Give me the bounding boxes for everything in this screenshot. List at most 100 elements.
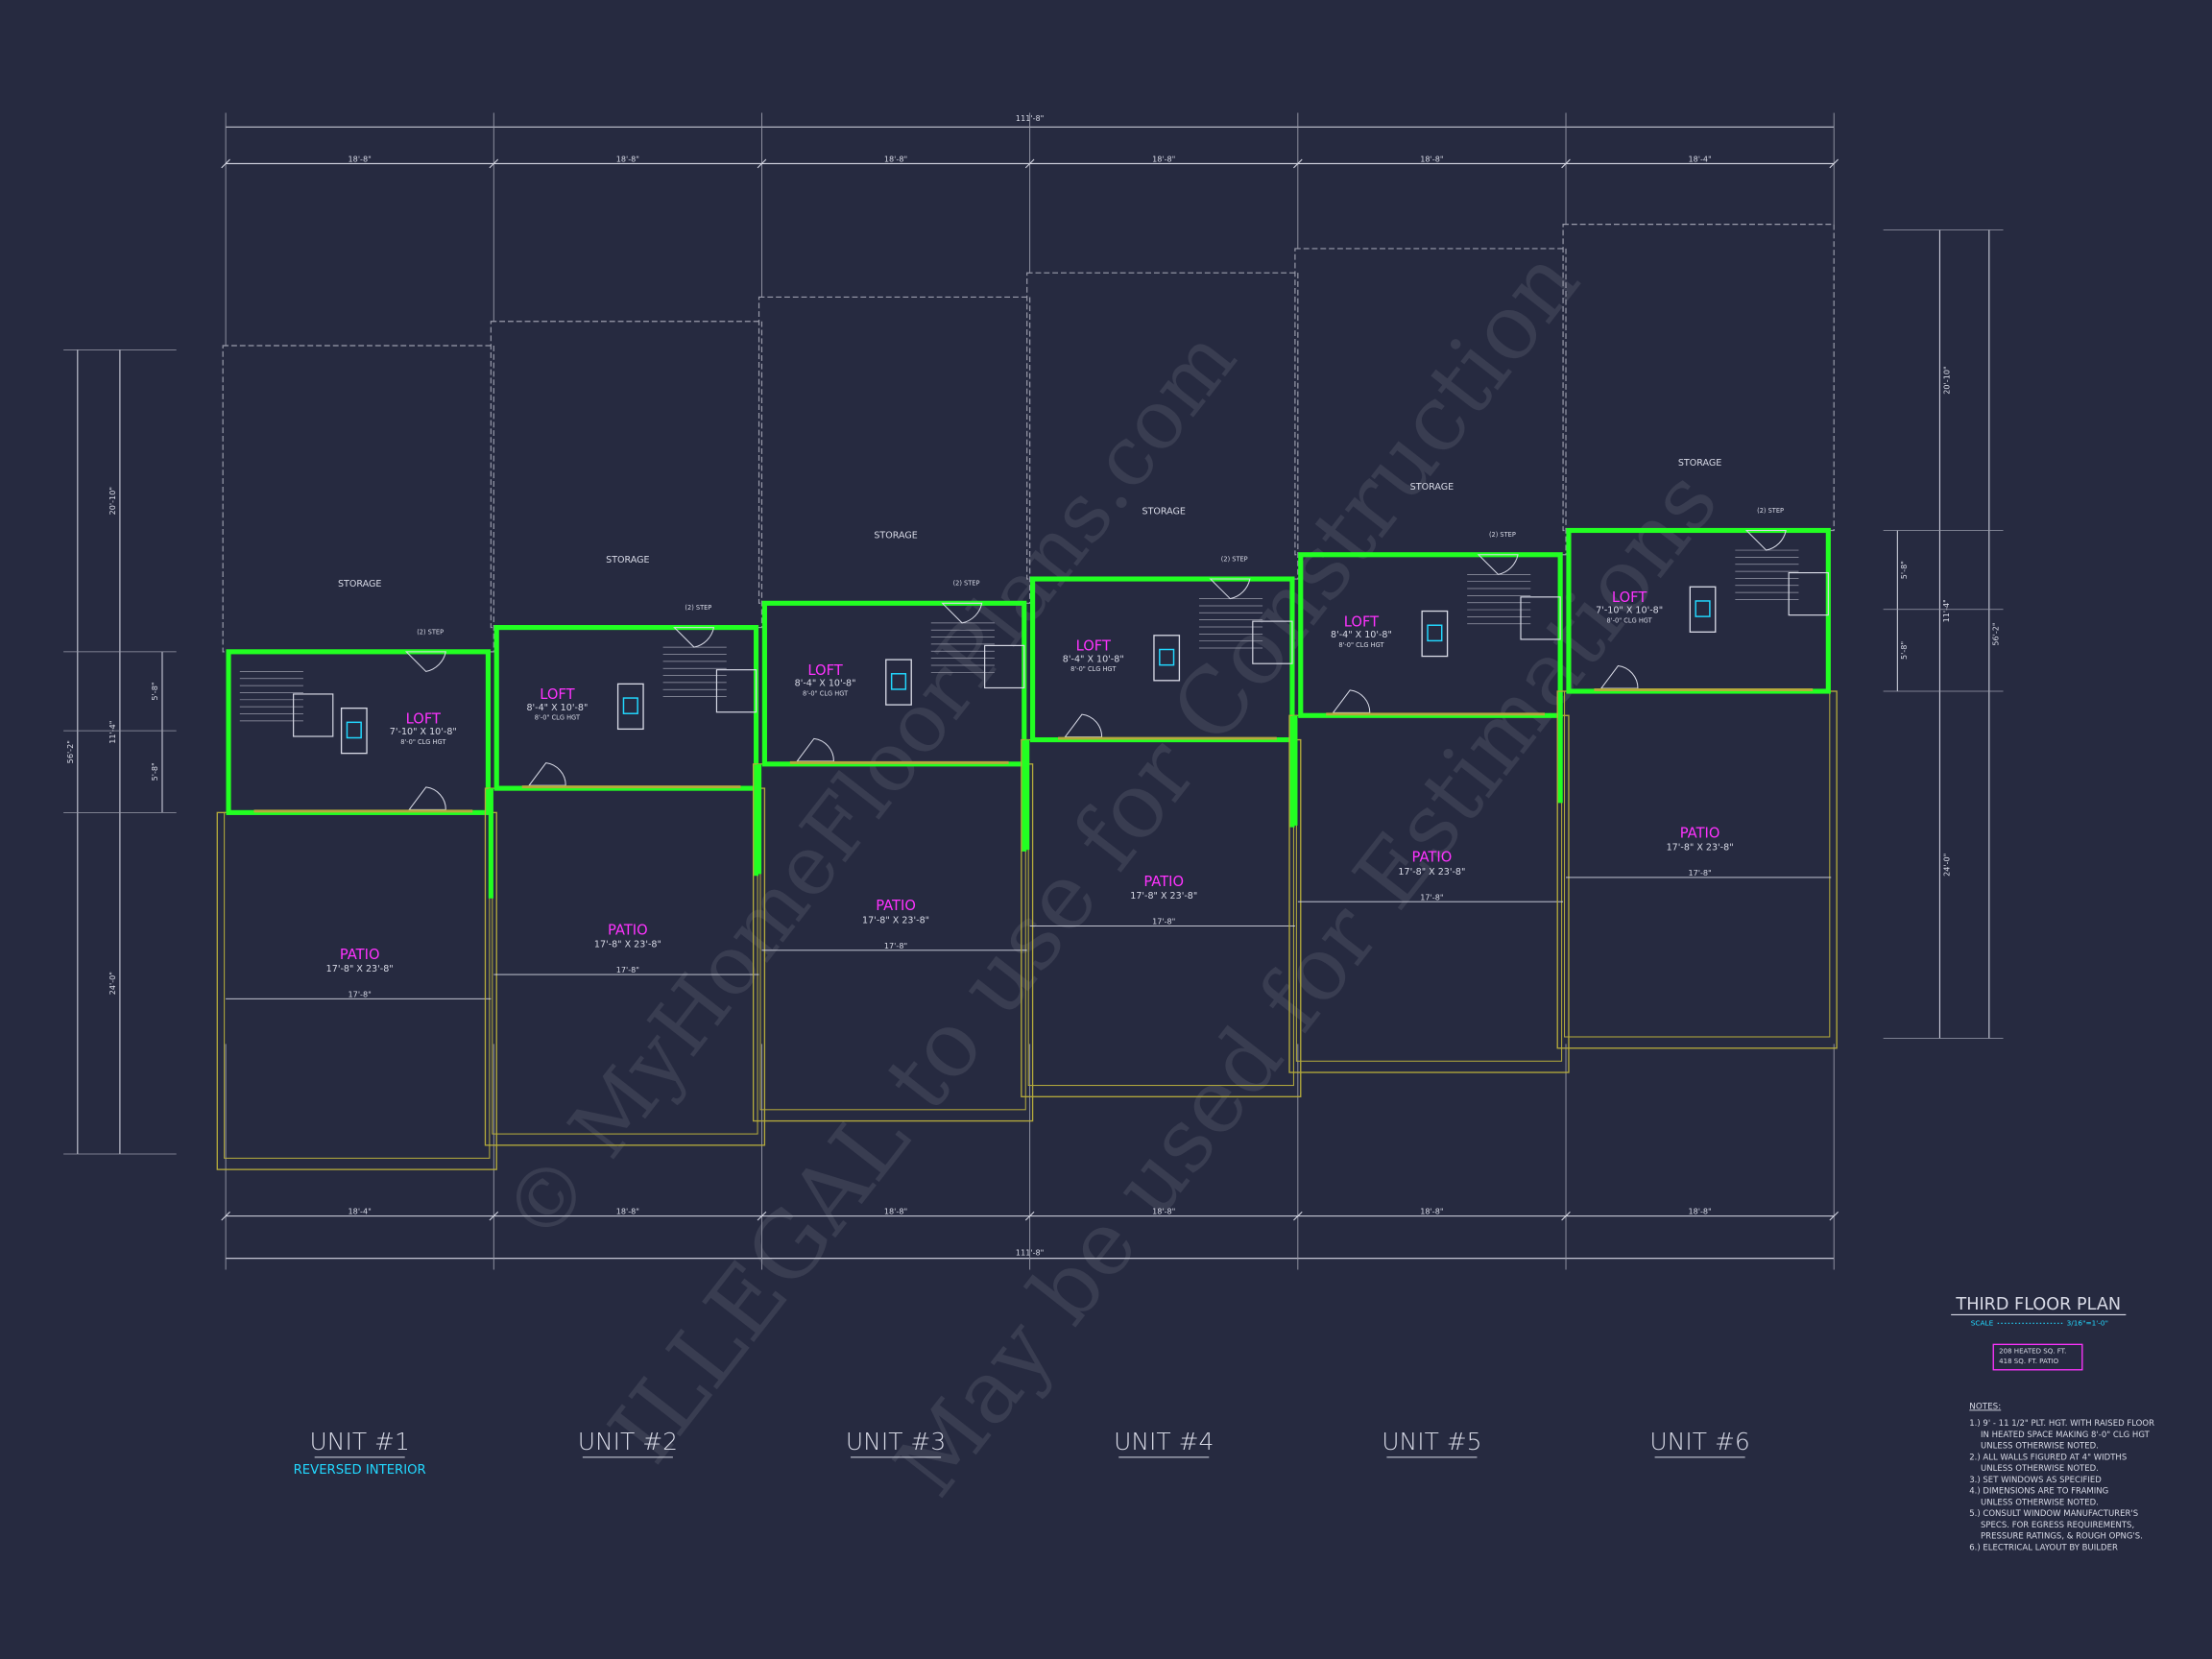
area-box	[1992, 1343, 2083, 1371]
dim-label: 5'-8"	[150, 682, 159, 700]
ceiling-height: 8'-0" CLG HGT	[1338, 641, 1384, 649]
elevator	[1421, 610, 1449, 658]
note-line: 1.) 9' - 11 1/2" PLT. HGT. WITH RAISED F…	[1969, 1419, 2154, 1429]
note-line: UNLESS OTHERWISE NOTED.	[1981, 1498, 2099, 1507]
loft-label: LOFT	[807, 662, 843, 679]
unit-label: UNIT #3	[846, 1428, 946, 1455]
dim-label: 18'-4"	[1688, 155, 1711, 164]
dim-label: 18'-8"	[349, 155, 372, 164]
dim-label: 56'-2"	[1991, 622, 2001, 645]
loft-label: LOFT	[1076, 638, 1112, 655]
door-swing	[1209, 578, 1251, 600]
loft-label: LOFT	[1344, 613, 1380, 630]
dimensions: 111'-8"18'-8" 18'-8" 18'-8" 18'-8" 18'-8" 18'…	[63, 112, 2004, 1270]
patio-label: PATIO	[876, 898, 916, 914]
loft-label: LOFT	[1612, 589, 1647, 606]
stair-landing	[1520, 596, 1561, 640]
area-line: 208 HEATED SQ. FT.	[1999, 1347, 2066, 1356]
loft-size: 7'-10" X 10'-8"	[390, 727, 457, 737]
dim-label: 24'-0"	[108, 972, 117, 995]
note-line: 2.) ALL WALLS FIGURED AT 4" WIDTHS	[1969, 1453, 2127, 1462]
stair-landing	[715, 669, 757, 713]
dim-line	[1024, 1211, 1035, 1221]
stair-landing	[984, 644, 1025, 689]
dim-label: 11'-4"	[108, 720, 117, 743]
dim-label: 18'-8"	[884, 1207, 907, 1216]
note-line: IN HEATED SPACE MAKING 8'-0" CLG HGT	[1981, 1431, 2151, 1440]
dim-line	[1561, 158, 1571, 169]
step-label: (2) STEP	[1757, 507, 1784, 515]
dim-label: 24'-0"	[1941, 854, 1951, 877]
unit-label: UNIT #5	[1382, 1428, 1481, 1455]
patio-size: 17'-8" X 23'-8"	[594, 940, 661, 950]
unit-label: UNIT #1	[310, 1428, 410, 1455]
door-swing	[1064, 713, 1103, 738]
step-label: (2) STEP	[1221, 555, 1248, 563]
ceiling-height: 8'-0" CLG HGT	[1607, 617, 1653, 625]
dim-label: 17'-8"	[884, 941, 907, 950]
door-swing	[1477, 554, 1519, 575]
dim-label: 5'-8"	[1899, 641, 1909, 660]
dim-line	[489, 1211, 499, 1221]
patio-label: PATIO	[608, 923, 648, 939]
stair-landing	[1788, 571, 1829, 616]
dim-label: 20'-10"	[108, 487, 117, 515]
elevator	[616, 683, 644, 731]
dim-label: 17'-8"	[616, 965, 639, 974]
step-label: (2) STEP	[685, 604, 711, 612]
unit-subtitle: REVERSED INTERIOR	[294, 1463, 426, 1478]
dim-label: 5'-8"	[1899, 561, 1909, 579]
storage-label: STORAGE	[338, 579, 381, 589]
dim-line	[1829, 158, 1839, 169]
unit-label: UNIT #6	[1649, 1428, 1749, 1455]
storage-label: STORAGE	[606, 555, 649, 565]
elevator-car	[1695, 600, 1711, 617]
dim-label: 18'-8"	[884, 155, 907, 164]
loft-label: LOFT	[406, 710, 442, 727]
note-line: 3.) SET WINDOWS AS SPECIFIED	[1969, 1476, 2102, 1485]
dim-line	[1024, 158, 1035, 169]
step-label: (2) STEP	[1489, 531, 1516, 539]
door-swing	[796, 737, 834, 762]
dim-label: 18'-8"	[1152, 155, 1175, 164]
elevator	[1153, 635, 1181, 682]
note-line: PRESSURE RATINGS, & ROUGH OPNG'S.	[1981, 1532, 2143, 1542]
door-swing	[941, 602, 983, 624]
step-label: (2) STEP	[417, 628, 444, 636]
loft-size: 8'-4" X 10'-8"	[1331, 630, 1392, 640]
patio-label: PATIO	[1412, 850, 1453, 866]
dim-label: 18'-8"	[1688, 1207, 1711, 1216]
title-block: THIRD FLOOR PLAN SCALE 3/16"=1'-0" 208 HEAT…	[1951, 1295, 2154, 1552]
dim-line	[1293, 1211, 1303, 1221]
dim-label: 18'-8"	[1420, 155, 1443, 164]
dim-label: 17'-8"	[1420, 892, 1443, 902]
note-line: 4.) DIMENSIONS ARE TO FRAMING	[1969, 1487, 2108, 1497]
area-line: 418 SQ. FT. PATIO	[1999, 1357, 2059, 1365]
notes-heading: NOTES:	[1969, 1402, 2001, 1411]
elevator	[885, 659, 912, 706]
ceiling-height: 8'-0" CLG HGT	[1070, 665, 1117, 673]
elevator-car	[890, 673, 907, 690]
dim-line	[1829, 1211, 1839, 1221]
patio-size: 17'-8" X 23'-8"	[862, 915, 929, 926]
dim-label: 18'-4"	[349, 1207, 372, 1216]
patio-label: PATIO	[340, 947, 380, 963]
note-line: SPECS. FOR EGRESS REQUIREMENTS,	[1981, 1521, 2134, 1530]
door-swing	[1599, 665, 1639, 689]
patio-size: 17'-8" X 23'-8"	[1667, 843, 1734, 854]
dim-label: 20'-10"	[1941, 366, 1951, 394]
elevator-car	[346, 721, 362, 739]
dim-line	[1561, 1211, 1571, 1221]
note-line: UNLESS OTHERWISE NOTED.	[1981, 1442, 2099, 1452]
elevator	[340, 707, 368, 755]
loft-size: 7'-10" X 10'-8"	[1596, 606, 1663, 616]
dim-label: 17'-8"	[1688, 868, 1711, 878]
elevator-car	[1427, 624, 1443, 642]
loft-size: 8'-4" X 10'-8"	[526, 703, 588, 713]
unit-label: UNIT #2	[578, 1428, 678, 1455]
door-swing	[673, 627, 715, 648]
